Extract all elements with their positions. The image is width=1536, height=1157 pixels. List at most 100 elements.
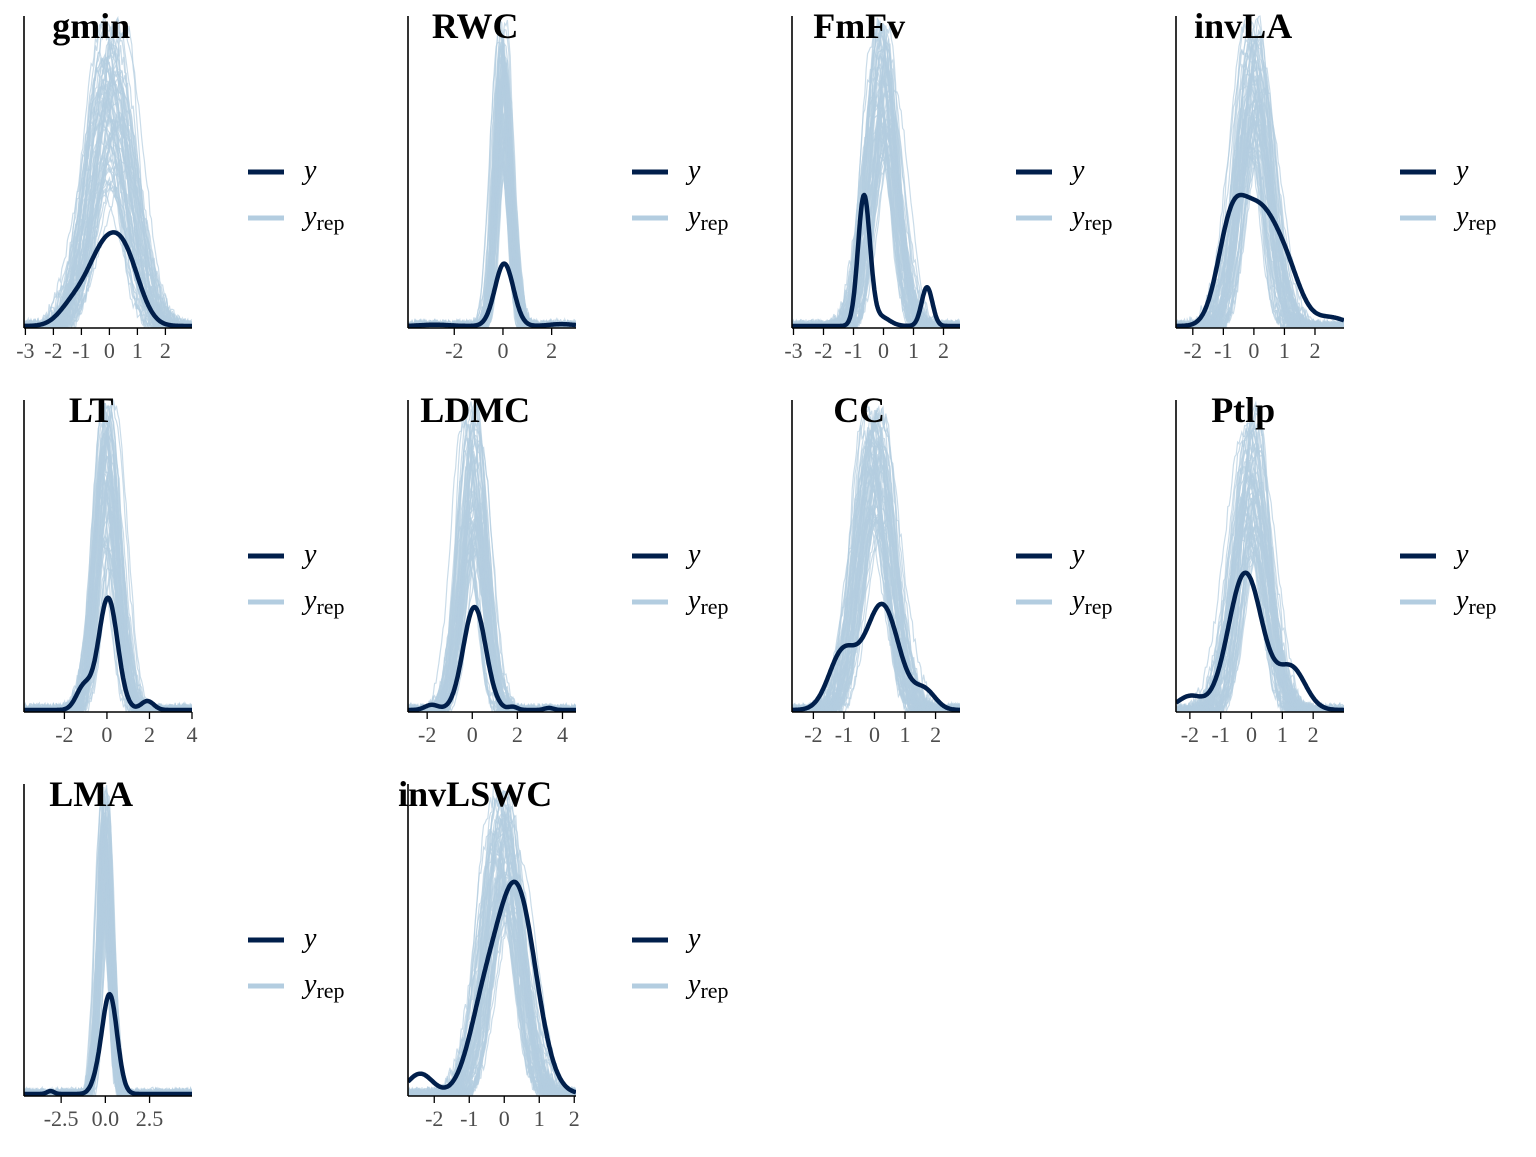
panel-RWC: -2 0 2 RWC y yrep [407,6,729,363]
yrep-curve [24,844,192,1096]
y-curve [24,230,192,328]
yrep-curve [24,545,192,712]
yrep-curve [24,17,192,328]
yrep-curve [792,467,960,712]
yrep-curve [24,143,192,328]
x-tick-label: -2 [55,722,73,747]
legend-y-label: y [1069,539,1085,570]
yrep-curve [24,78,192,328]
y-curve [1176,192,1344,328]
x-tick-label: 1 [1279,338,1290,363]
yrep-curve [792,420,960,712]
yrep-curve [24,564,192,712]
yrep-curve [1176,20,1344,328]
yrep-curve [408,858,576,1096]
x-tick-label: 0 [1248,338,1259,363]
yrep-curve [408,106,576,328]
yrep-curve [24,788,192,1096]
yrep-curve [792,406,960,712]
x-tick-label: -1 [1212,722,1230,747]
panel-FmFv: -3 -2 -1 0 1 2 FmFv y yrep [784,6,1112,363]
yrep-curve [1176,422,1344,712]
x-tick-label: -2 [445,338,463,363]
yrep-curve [408,873,576,1096]
yrep-curve [792,86,960,328]
legend-yrep-label: yrep [301,585,345,619]
x-tick-label: 1 [900,722,911,747]
yrep-curve [792,99,960,328]
yrep-curve [792,55,960,328]
legend-y-label: y [1453,155,1469,186]
yrep-curve [1176,29,1344,328]
panel-title: invLA [1194,6,1292,46]
y-curve [792,601,960,712]
legend-yrep-label: yrep [301,969,345,1003]
yrep-curve [24,98,192,328]
yrep-curve [1176,525,1344,712]
yrep-curve [408,86,576,328]
x-tick-label: 1 [534,1106,545,1131]
yrep-curve [1176,98,1344,328]
panel-LMA: -2.5 0.0 2.5 LMA y yrep [23,774,345,1131]
panel-title: LMA [49,774,133,814]
x-tick-label: 1 [1277,722,1288,747]
yrep-curve [792,409,960,712]
legend-yrep-label: yrep [1453,201,1497,235]
yrep-curve [24,49,192,328]
y-curve [24,595,192,712]
x-tick-label: 2 [1308,722,1319,747]
yrep-curve [792,438,960,712]
yrep-curve [792,503,960,712]
yrep-curve [24,495,192,712]
panel-invLSWC: -2 -1 0 1 2 invLSWC y yrep [398,774,728,1131]
legend-yrep-label: yrep [301,201,345,235]
panel-title: LT [69,390,114,430]
yrep-curve [24,405,192,712]
yrep-curve [1176,506,1344,712]
x-tick-label: 1 [132,338,143,363]
x-tick-label: -2.5 [44,1106,79,1131]
yrep-curve [24,546,192,712]
x-tick-label: 2 [160,338,171,363]
x-tick-label: -3 [784,338,802,363]
panel-title: LDMC [420,390,530,430]
x-tick-label: 0 [497,338,508,363]
yrep-curve [24,496,192,712]
x-tick-label: -1 [1214,338,1232,363]
x-tick-label: 2 [512,722,523,747]
x-tick-label: 2 [938,338,949,363]
legend-y-label: y [1453,539,1469,570]
yrep-curve [1176,440,1344,712]
yrep-curve [24,790,192,1096]
yrep-curve [24,120,192,328]
y-curve [408,261,576,328]
x-tick-label: 2.5 [136,1106,164,1131]
yrep-curve [24,97,192,328]
x-tick-label: 0 [869,722,880,747]
yrep-curve [1176,149,1344,328]
yrep-curve [408,438,576,712]
yrep-curve [408,847,576,1096]
yrep-curve [1176,488,1344,712]
yrep-curve [792,516,960,712]
panel-LT: -2 0 2 4 LT y yrep [23,390,345,747]
x-tick-label: -1 [460,1106,478,1131]
x-tick-label: -2 [418,722,436,747]
x-tick-label: 0 [1246,722,1257,747]
x-tick-label: -3 [16,338,34,363]
panel-title: RWC [432,6,519,46]
x-tick-label: -1 [844,338,862,363]
panel-title: CC [833,390,885,430]
yrep-curve [408,401,576,712]
x-tick-label: -1 [72,338,90,363]
panel-title: Ptlp [1211,390,1275,430]
y-curve [408,879,576,1095]
y-curve [408,604,576,712]
x-tick-label: 0 [878,338,889,363]
legend-yrep-label: yrep [685,969,729,1003]
panel-title: gmin [52,6,130,46]
legend-y-label: y [685,155,701,186]
legend-y-label: y [301,539,317,570]
x-tick-label: -2 [1181,722,1199,747]
x-tick-label: 0 [104,338,115,363]
